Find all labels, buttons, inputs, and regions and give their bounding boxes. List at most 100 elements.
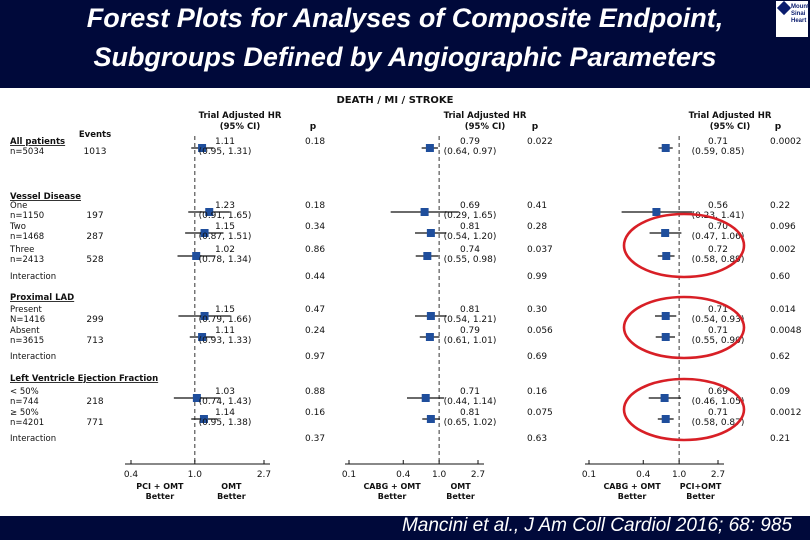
label-vd_one: One [10, 201, 27, 211]
xlabel-left-1-2: CABG + OMT [363, 482, 421, 491]
ci-header-3: (95% CI) [710, 122, 751, 132]
ci-value-lv_hi-2: (0.65, 1.02) [444, 418, 497, 428]
p-value-lv_hi-1: 0.16 [305, 408, 325, 418]
hr-marker-lv_lo-1 [192, 394, 201, 402]
tick-label-1: 2.7 [257, 470, 271, 480]
p-value-lad_a-2: 0.056 [527, 326, 553, 336]
hr-marker-vd_three-1 [192, 252, 201, 260]
p-value-vd_three-1: 0.86 [305, 245, 325, 255]
p-header-1: p [310, 122, 317, 132]
ci-value-all-1: (0.95, 1.31) [199, 147, 252, 157]
events-lv_hi: 771 [86, 418, 103, 428]
n-vd_one: n=1150 [10, 211, 44, 221]
p-value-vd_three-2: 0.037 [527, 245, 553, 255]
hr-marker-lad_a-1 [198, 333, 207, 341]
ci-value-lv_hi-1: (0.95, 1.38) [199, 418, 252, 428]
ci-value-vd_one-1: (0.91, 1.65) [199, 211, 252, 221]
hr-value-lv_lo-2: 0.71 [460, 387, 480, 397]
hr-marker-lad_p-1 [200, 312, 209, 320]
p-value-vd_two-2: 0.28 [527, 222, 547, 232]
events-vd_three: 528 [86, 255, 103, 265]
xlabel-right-2-3: Better [686, 492, 715, 501]
tick-label-2: 0.4 [396, 470, 411, 480]
events-vd_two: 287 [86, 232, 103, 242]
p-value-lv_int-2: 0.63 [527, 434, 547, 444]
tick-label-3: 0.4 [636, 470, 651, 480]
hr-value-vd_three-2: 0.74 [460, 245, 480, 255]
highlight-ellipse-1 [622, 212, 746, 279]
p-value-lad_a-3: 0.0048 [770, 326, 802, 336]
ci-value-lv_lo-1: (0.74, 1.43) [199, 397, 252, 407]
tick-label-2: 1.0 [432, 470, 447, 480]
hr-value-all-1: 1.11 [215, 137, 235, 147]
ci-value-vd_three-3: (0.58, 0.89) [692, 255, 745, 265]
p-value-lad_p-1: 0.47 [305, 305, 325, 315]
ci-value-all-2: (0.64, 0.97) [444, 147, 497, 157]
label-lv_int: Interaction [10, 434, 56, 444]
hr-value-lv_hi-1: 1.14 [215, 408, 235, 418]
hr-value-lv_hi-3: 0.71 [708, 408, 728, 418]
hr-marker-all-1 [198, 144, 207, 152]
hr-value-lad_a-2: 0.79 [460, 326, 480, 336]
p-value-lad_int-2: 0.69 [527, 352, 547, 362]
section-vd: Vessel Disease [10, 192, 81, 202]
ci-value-lv_lo-2: (0.44, 1.14) [444, 397, 497, 407]
p-value-lv_lo-3: 0.09 [770, 387, 790, 397]
ci-value-vd_two-1: (0.87, 1.51) [199, 232, 252, 242]
label-lv_lo: < 50% [10, 387, 39, 397]
xlabel-left-2-2: Better [378, 492, 407, 501]
p-value-lv_hi-2: 0.075 [527, 408, 553, 418]
hr-value-vd_two-1: 1.15 [215, 222, 235, 232]
citation: Mancini et al., J Am Coll Cardiol 2016; … [401, 515, 792, 536]
ci-value-lad_a-3: (0.55, 0.90) [692, 336, 745, 346]
tick-label-1: 0.4 [124, 470, 139, 480]
hr-marker-lv_hi-2 [426, 415, 435, 423]
label-lad_int: Interaction [10, 352, 56, 362]
p-value-vd_one-1: 0.18 [305, 201, 325, 211]
p-value-vd_two-1: 0.34 [305, 222, 325, 232]
hr-marker-all-3 [661, 144, 670, 152]
ci-value-vd_three-2: (0.55, 0.98) [444, 255, 497, 265]
hr-marker-lad_a-3 [661, 333, 670, 341]
events-lad_p: 299 [86, 315, 103, 325]
label-lad_p: Present [10, 305, 43, 315]
tick-label-3: 0.1 [582, 470, 596, 480]
chart-title: DEATH / MI / STROKE [337, 95, 454, 106]
n-lv_hi: n=4201 [10, 418, 44, 428]
hr-value-lad_p-3: 0.71 [708, 305, 728, 315]
p-value-lv_lo-1: 0.88 [305, 387, 325, 397]
hr-value-all-2: 0.79 [460, 137, 480, 147]
hr-marker-lad_p-3 [661, 312, 670, 320]
n-vd_two: n=1468 [10, 232, 44, 242]
hr-value-lv_hi-2: 0.81 [460, 408, 480, 418]
tick-label-2: 2.7 [471, 470, 485, 480]
p-value-lad_a-1: 0.24 [305, 326, 325, 336]
ci-value-vd_one-3: (0.23, 1.41) [692, 211, 745, 221]
p-value-all-2: 0.022 [527, 137, 553, 147]
label-vd_three: Three [9, 245, 34, 255]
n-all: n=5034 [10, 147, 44, 157]
logo-text-2: Sinai [791, 11, 806, 17]
n-lad_p: N=1416 [10, 315, 45, 325]
label-vd_two: Two [9, 222, 26, 232]
hr-marker-all-2 [425, 144, 434, 152]
hr-value-all-3: 0.71 [708, 137, 728, 147]
p-value-vd_two-3: 0.096 [770, 222, 796, 232]
p-value-lv_int-1: 0.37 [305, 434, 325, 444]
hr-marker-vd_one-2 [420, 208, 429, 216]
p-value-vd_three-3: 0.002 [770, 245, 796, 255]
hr-marker-vd_two-1 [200, 229, 209, 237]
hr-value-vd_one-3: 0.56 [708, 201, 728, 211]
logo-text-3: Heart [791, 18, 807, 24]
n-vd_three: n=2413 [10, 255, 44, 265]
ci-value-all-3: (0.59, 0.85) [692, 147, 745, 157]
section-lvef: Left Ventricle Ejection Fraction [10, 374, 158, 384]
xlabel-left-2-3: Better [618, 492, 647, 501]
p-value-all-1: 0.18 [305, 137, 325, 147]
hr-value-lad_p-1: 1.15 [215, 305, 235, 315]
hr-value-lad_a-1: 1.11 [215, 326, 235, 336]
ci-value-lad_a-2: (0.61, 1.01) [444, 336, 497, 346]
ci-value-lv_hi-3: (0.58, 0.87) [692, 418, 745, 428]
p-value-lad_int-1: 0.97 [305, 352, 325, 362]
